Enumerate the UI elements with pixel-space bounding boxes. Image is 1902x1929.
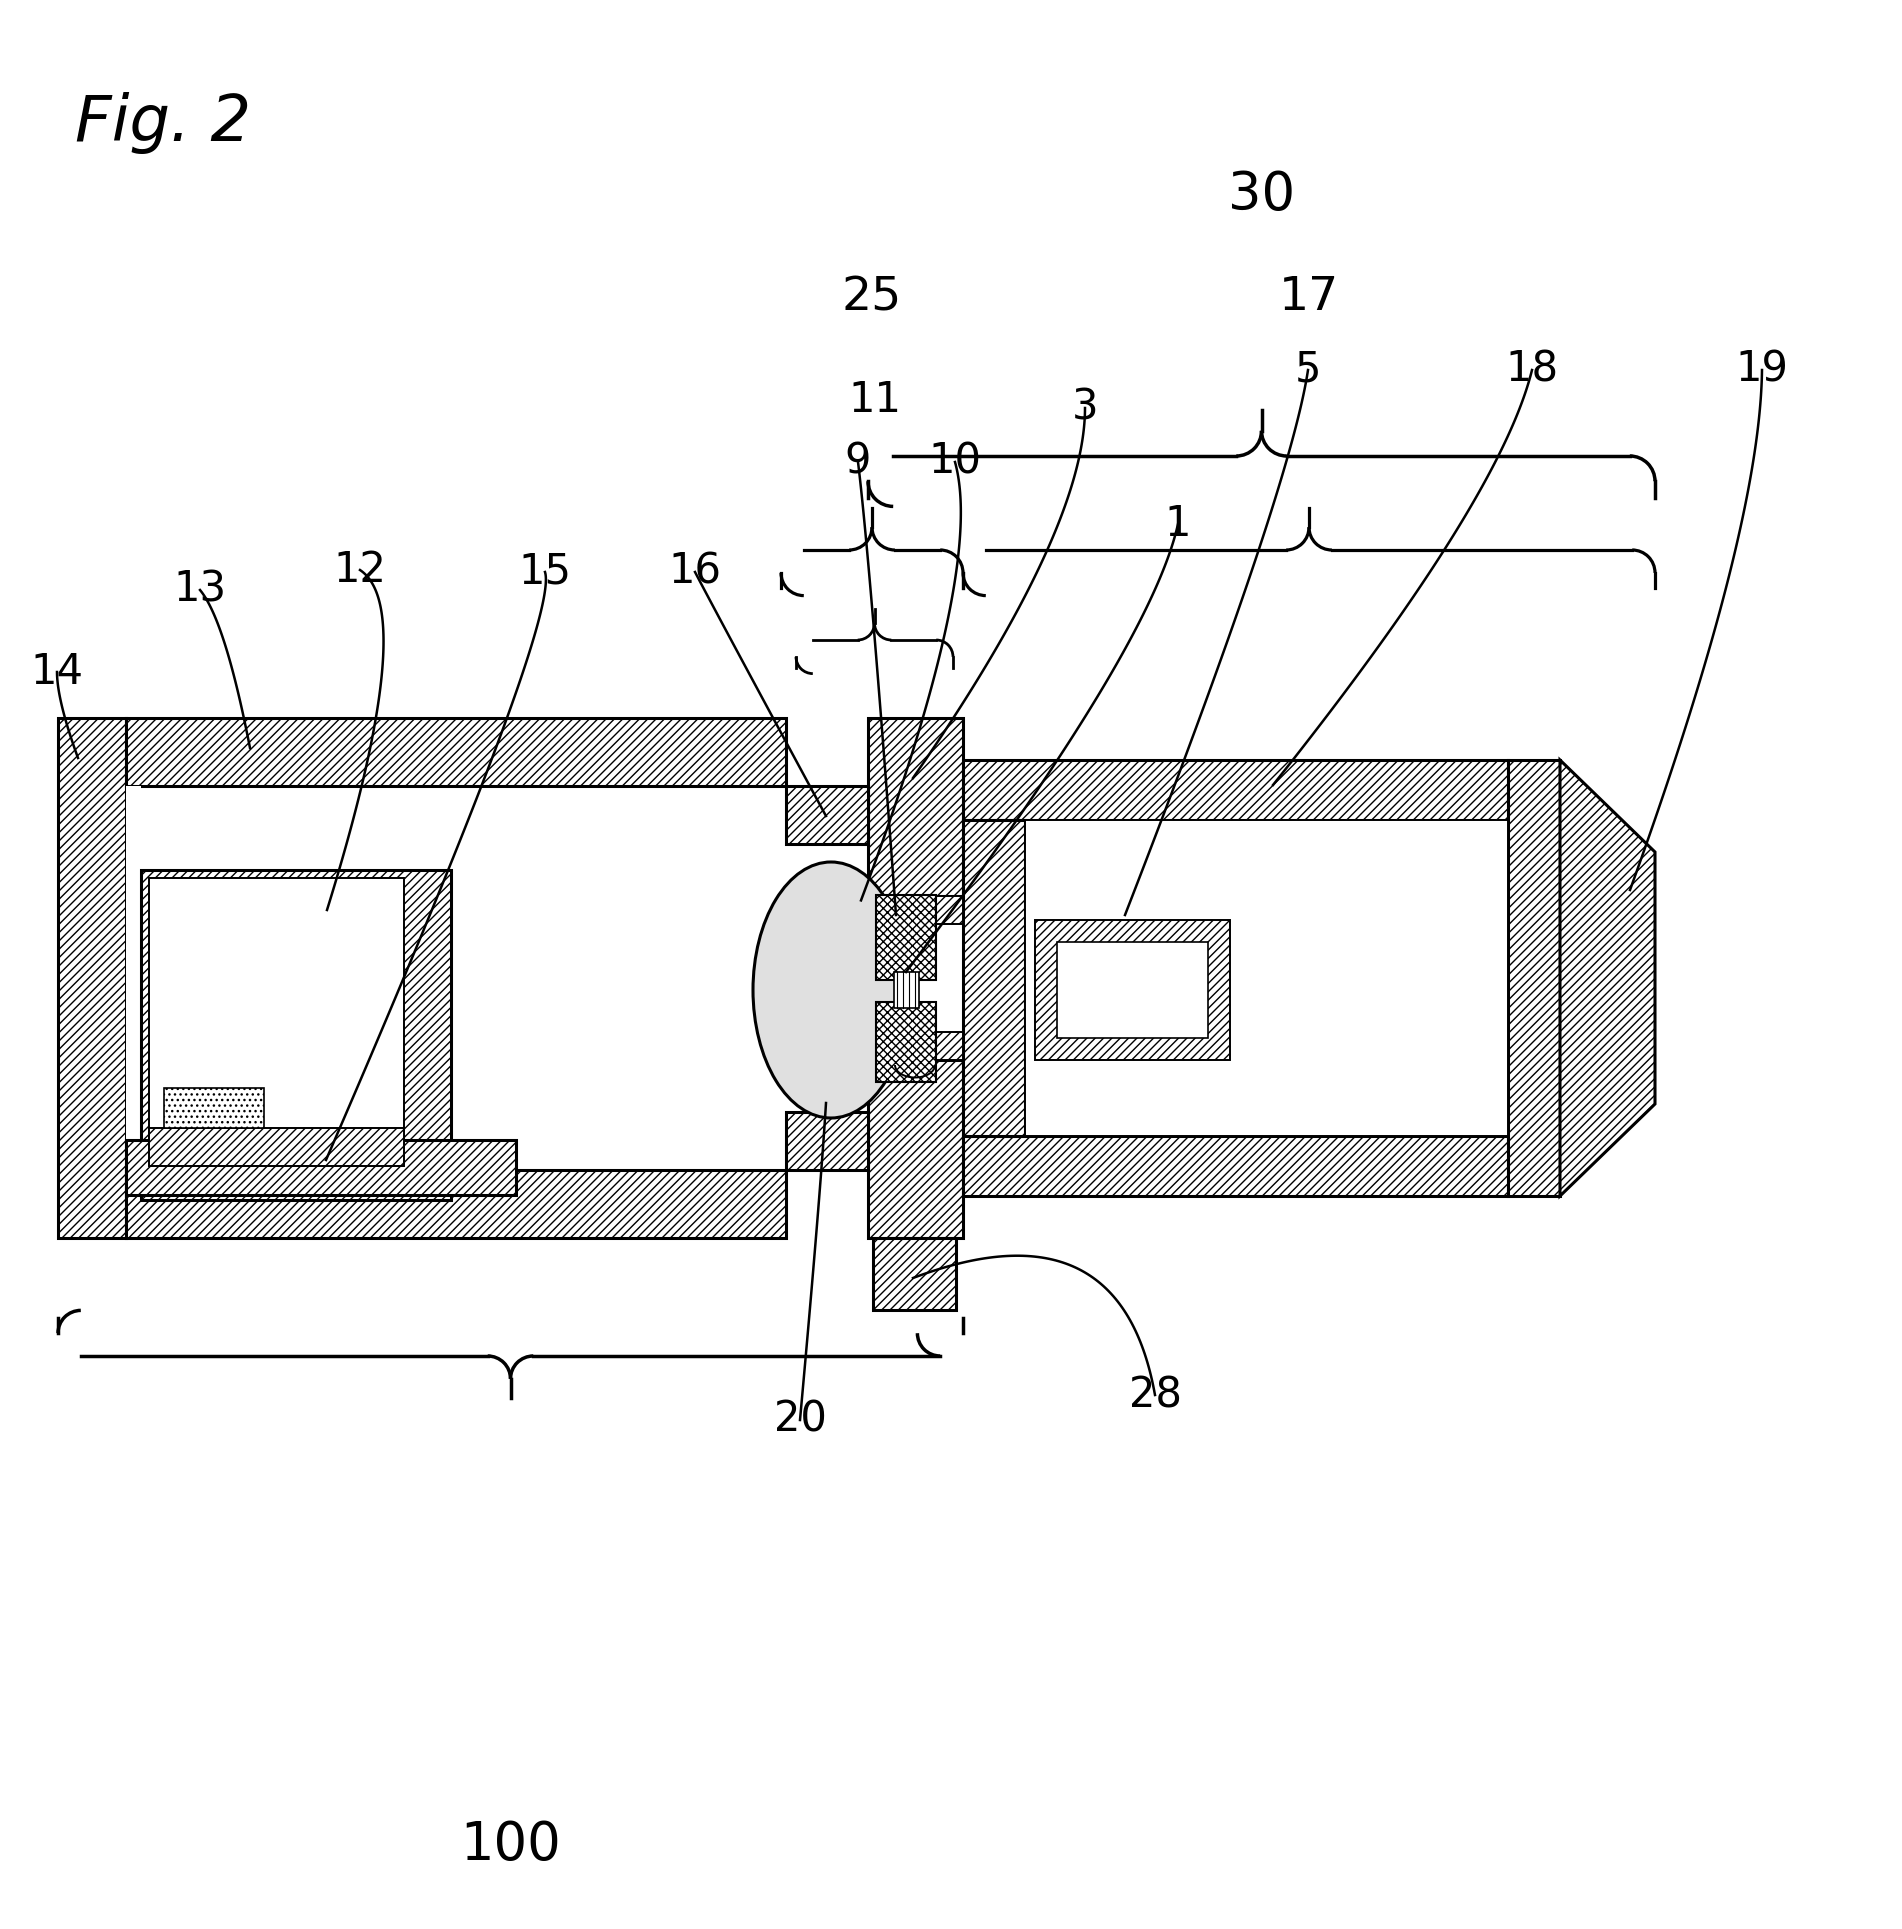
- Bar: [867, 895, 962, 924]
- Bar: [894, 972, 919, 1009]
- Bar: [148, 878, 403, 1148]
- Text: 3: 3: [1071, 388, 1097, 428]
- Bar: [148, 1128, 403, 1165]
- Text: 28: 28: [1128, 1373, 1181, 1416]
- Text: 5: 5: [1295, 349, 1322, 392]
- Ellipse shape: [753, 862, 909, 1119]
- Bar: [867, 1032, 962, 1061]
- Text: 15: 15: [519, 552, 571, 592]
- Bar: [57, 718, 126, 1238]
- Text: 9: 9: [844, 442, 871, 482]
- Bar: [786, 1111, 867, 1171]
- Bar: [1035, 920, 1231, 1061]
- Bar: [962, 760, 1508, 820]
- Bar: [786, 785, 867, 845]
- Text: 20: 20: [774, 1399, 827, 1441]
- Text: 18: 18: [1506, 349, 1558, 392]
- Bar: [962, 1136, 1508, 1196]
- Polygon shape: [1560, 760, 1655, 1196]
- Text: 10: 10: [928, 442, 981, 482]
- Text: 12: 12: [333, 550, 386, 590]
- Bar: [1508, 760, 1560, 1196]
- Text: 13: 13: [173, 569, 226, 611]
- Bar: [873, 1238, 957, 1310]
- Bar: [126, 718, 786, 785]
- Bar: [126, 1140, 515, 1194]
- Bar: [1025, 820, 1508, 1136]
- Text: 25: 25: [843, 276, 902, 320]
- Bar: [962, 820, 1025, 1136]
- Text: 100: 100: [460, 1819, 561, 1871]
- Text: 19: 19: [1735, 349, 1788, 392]
- Bar: [141, 870, 451, 1200]
- Text: 14: 14: [30, 650, 84, 693]
- Bar: [126, 1171, 786, 1238]
- Bar: [877, 1001, 936, 1082]
- Text: 1: 1: [1164, 503, 1191, 546]
- Bar: [1058, 941, 1208, 1038]
- Bar: [867, 718, 962, 895]
- Text: 11: 11: [848, 378, 902, 421]
- Bar: [877, 895, 936, 980]
- Bar: [164, 1088, 264, 1128]
- Text: 30: 30: [1229, 170, 1295, 222]
- Text: 17: 17: [1278, 276, 1339, 320]
- Text: 16: 16: [668, 552, 721, 592]
- Bar: [867, 1061, 962, 1238]
- Bar: [126, 785, 141, 1171]
- Text: Fig. 2: Fig. 2: [74, 93, 251, 154]
